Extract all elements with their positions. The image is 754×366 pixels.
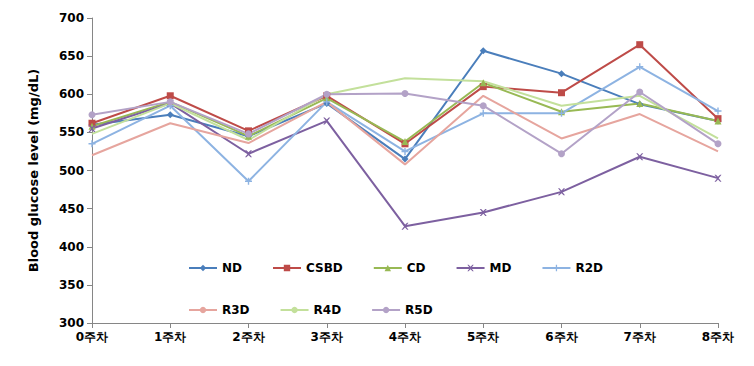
svg-text:500: 500 bbox=[59, 164, 84, 178]
svg-text:8주차: 8주차 bbox=[702, 330, 734, 344]
svg-text:4주차: 4주차 bbox=[389, 330, 421, 344]
svg-text:550: 550 bbox=[59, 125, 84, 139]
svg-text:0주차: 0주차 bbox=[76, 330, 108, 344]
svg-text:650: 650 bbox=[59, 49, 84, 63]
svg-text:CSBD: CSBD bbox=[306, 261, 343, 275]
svg-text:CD: CD bbox=[407, 261, 426, 275]
svg-text:R5D: R5D bbox=[405, 303, 433, 317]
svg-text:R2D: R2D bbox=[575, 261, 603, 275]
svg-text:ND: ND bbox=[222, 261, 242, 275]
svg-text:400: 400 bbox=[59, 240, 84, 254]
svg-text:Blood glucose level (mg/dL): Blood glucose level (mg/dL) bbox=[26, 69, 41, 272]
svg-text:6주차: 6주차 bbox=[545, 330, 577, 344]
svg-text:R4D: R4D bbox=[314, 303, 342, 317]
svg-text:R3D: R3D bbox=[222, 303, 250, 317]
svg-text:MD: MD bbox=[490, 261, 512, 275]
svg-text:350: 350 bbox=[59, 278, 84, 292]
svg-text:700: 700 bbox=[59, 11, 84, 25]
svg-text:7주차: 7주차 bbox=[624, 330, 656, 344]
svg-text:450: 450 bbox=[59, 202, 84, 216]
svg-text:600: 600 bbox=[59, 87, 84, 101]
svg-text:2주차: 2주차 bbox=[232, 330, 264, 344]
svg-text:300: 300 bbox=[59, 316, 84, 330]
svg-text:3주차: 3주차 bbox=[311, 330, 343, 344]
svg-text:1주차: 1주차 bbox=[154, 330, 186, 344]
svg-text:5주차: 5주차 bbox=[467, 330, 499, 344]
